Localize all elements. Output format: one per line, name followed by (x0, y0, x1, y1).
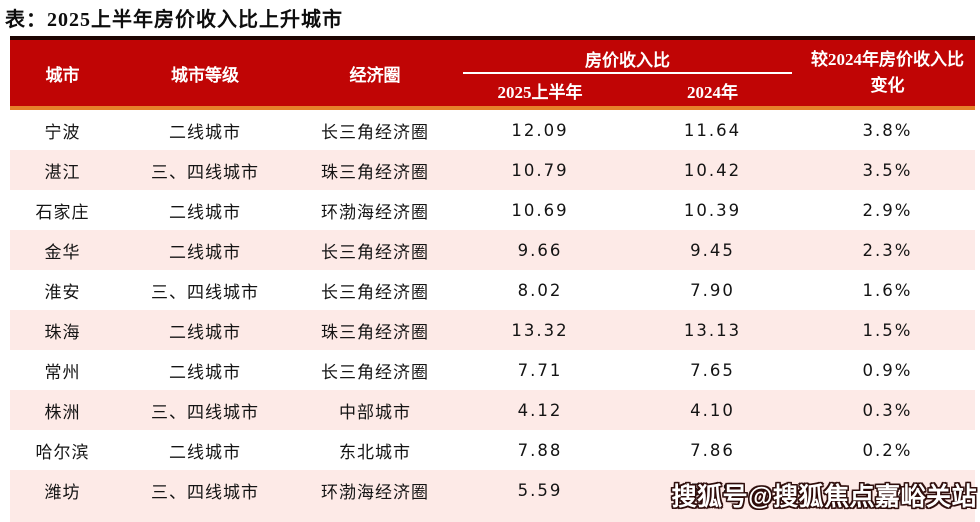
header-group-divider (463, 72, 792, 74)
table-row: 金华 二线城市 长三角经济圈 9.66 9.45 2.3% (10, 230, 975, 270)
cell-tier: 三、四线城市 (151, 402, 259, 422)
cell-tier: 二线城市 (169, 442, 241, 462)
cell-2025-h1: 4.12 (517, 400, 563, 420)
cell-2024: 7.86 (690, 440, 735, 460)
cell-2025-h1: 9.66 (517, 240, 563, 260)
cell-change: 0.2% (862, 480, 913, 500)
table-row: 哈尔滨 二线城市 东北城市 7.88 7.86 0.2% (10, 430, 975, 470)
cell-circle: 中部城市 (339, 402, 411, 422)
cell-circle: 长三角经济圈 (321, 122, 429, 142)
cell-tier: 二线城市 (169, 202, 241, 222)
cell-change: 0.3% (862, 400, 913, 420)
cell-circle: 长三角经济圈 (321, 242, 429, 262)
cell-tier: 二线城市 (169, 122, 241, 142)
header-circle: 经济圈 (349, 65, 401, 85)
table-row: 珠海 二线城市 珠三角经济圈 13.32 13.13 1.5% (10, 310, 975, 350)
table-row: 湛江 三、四线城市 珠三角经济圈 10.79 10.42 3.5% (10, 150, 975, 190)
cell-change: 0.9% (862, 360, 913, 380)
cell-tier: 二线城市 (169, 242, 241, 262)
cell-change: 1.6% (862, 280, 913, 300)
header-subrow: 2025上半年 2024年 (455, 74, 800, 106)
cell-change: 2.3% (862, 240, 913, 260)
cell-tier: 三、四线城市 (151, 162, 259, 182)
table-header-row: 城市 城市等级 经济圈 房价收入比 2025上半年 2024年 较2024年房价… (10, 40, 975, 106)
header-accent-border (10, 106, 975, 110)
cell-tier: 二线城市 (169, 322, 241, 342)
cell-city: 宁波 (44, 122, 81, 142)
table-body: 宁波 二线城市 长三角经济圈 12.09 11.64 3.8% 湛江 三、四线城… (10, 110, 975, 510)
cell-2024: 10.42 (683, 160, 742, 180)
header-tier: 城市等级 (171, 65, 239, 85)
table-row: 淮安 三、四线城市 长三角经济圈 8.02 7.90 1.6% (10, 270, 975, 310)
cell-city: 哈尔滨 (35, 442, 90, 462)
cell-circle: 珠三角经济圈 (321, 322, 429, 342)
header-change: 较2024年房价收入比变化 (811, 50, 964, 95)
page-title: 表：2025上半年房价收入比上升城市 (5, 9, 343, 31)
cell-2024: 9.45 (690, 240, 735, 260)
cell-city: 湛江 (44, 162, 81, 182)
table-bottom-filler (10, 510, 975, 522)
cell-2025-h1: 13.32 (511, 320, 569, 340)
cell-tier: 三、四线城市 (151, 282, 259, 302)
cell-2025-h1: 7.88 (517, 440, 563, 460)
cell-circle: 珠三角经济圈 (321, 162, 429, 182)
cell-circle: 长三角经济圈 (321, 362, 429, 382)
cell-change: 2.9% (862, 200, 913, 220)
cell-2025-h1: 5.59 (517, 480, 563, 500)
cell-2025-h1: 7.71 (517, 360, 563, 380)
cell-tier: 二线城市 (169, 362, 241, 382)
cell-2024: 7.90 (690, 280, 735, 300)
watermark: 搜狐号@搜狐焦点嘉峪关站 (671, 483, 977, 511)
cell-2024: 4.10 (690, 400, 735, 420)
cell-2024: 11.64 (683, 120, 742, 140)
cell-2024: 13.13 (683, 320, 742, 340)
header-city: 城市 (45, 65, 80, 85)
header-2025-h1: 2025上半年 (497, 82, 583, 102)
header-ratio-group-label: 房价收入比 (585, 50, 670, 70)
cell-tier: 三、四线城市 (151, 482, 259, 502)
housing-ratio-table: 城市 城市等级 经济圈 房价收入比 2025上半年 2024年 较2024年房价… (10, 36, 975, 522)
cell-2025-h1: 10.79 (511, 160, 569, 180)
cell-2024: 5.58 (690, 480, 735, 500)
cell-city: 淮安 (44, 282, 81, 302)
table-row: 常州 二线城市 长三角经济圈 7.71 7.65 0.9% (10, 350, 975, 390)
table-top-border (10, 36, 975, 40)
cell-circle: 长三角经济圈 (321, 282, 429, 302)
cell-2025-h1: 12.09 (511, 120, 569, 140)
cell-change: 0.2% (862, 440, 913, 460)
cell-change: 1.5% (862, 320, 913, 340)
table-row: 石家庄 二线城市 环渤海经济圈 10.69 10.39 2.9% (10, 190, 975, 230)
cell-2024: 7.65 (690, 360, 735, 380)
table-row: 株洲 三、四线城市 中部城市 4.12 4.10 0.3% (10, 390, 975, 430)
cell-city: 金华 (44, 242, 81, 262)
cell-city: 珠海 (44, 322, 81, 342)
header-ratio-group: 房价收入比 2025上半年 2024年 (455, 40, 800, 106)
header-2024: 2024年 (687, 82, 738, 102)
cell-city: 石家庄 (35, 202, 90, 222)
cell-change: 3.8% (862, 120, 913, 140)
cell-2025-h1: 8.02 (517, 280, 563, 300)
table-row: 潍坊 三、四线城市 环渤海经济圈 5.59 5.58 0.2% (10, 470, 975, 510)
cell-2024: 10.39 (683, 200, 742, 220)
cell-city: 常州 (44, 362, 81, 382)
cell-2025-h1: 10.69 (511, 200, 569, 220)
cell-circle: 环渤海经济圈 (321, 482, 429, 502)
cell-city: 株洲 (44, 402, 81, 422)
cell-city: 潍坊 (44, 482, 81, 502)
cell-circle: 环渤海经济圈 (321, 202, 429, 222)
table-row: 宁波 二线城市 长三角经济圈 12.09 11.64 3.8% (10, 110, 975, 150)
cell-circle: 东北城市 (339, 442, 411, 462)
cell-change: 3.5% (862, 160, 913, 180)
